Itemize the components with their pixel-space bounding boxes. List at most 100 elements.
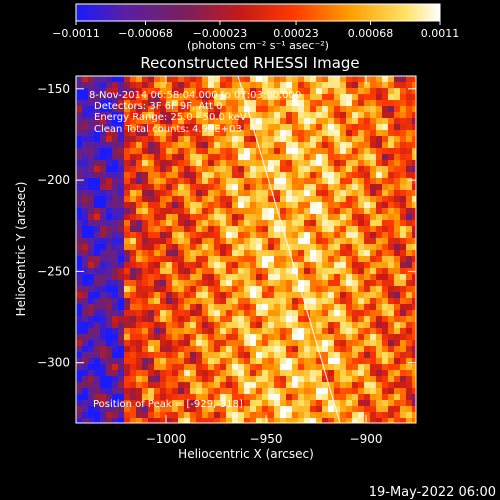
heatmap-cell xyxy=(406,256,413,263)
heatmap-cell xyxy=(166,250,173,257)
heatmap-cell xyxy=(82,94,89,101)
heatmap-cell xyxy=(340,112,347,119)
heatmap-cell xyxy=(178,154,185,161)
heatmap-cell xyxy=(154,76,161,83)
heatmap-cell xyxy=(352,406,359,413)
heatmap-cell xyxy=(184,400,191,407)
heatmap-cell xyxy=(124,286,131,293)
heatmap-cell xyxy=(358,352,365,359)
heatmap-cell xyxy=(382,202,389,209)
heatmap-cell xyxy=(214,340,221,347)
heatmap-cell xyxy=(136,154,143,161)
heatmap-cell xyxy=(154,166,161,173)
heatmap-cell xyxy=(190,94,197,101)
heatmap-cell xyxy=(292,250,299,257)
heatmap-cell xyxy=(400,124,407,131)
heatmap-cell xyxy=(292,160,299,167)
heatmap-cell xyxy=(148,310,155,317)
heatmap-cell xyxy=(184,226,191,233)
heatmap-cell xyxy=(82,178,89,185)
heatmap-cell xyxy=(394,136,401,143)
heatmap-cell xyxy=(184,406,191,413)
heatmap-cell xyxy=(406,160,413,167)
heatmap-cell xyxy=(166,214,173,221)
heatmap-cell xyxy=(370,292,377,299)
heatmap-cell xyxy=(340,262,347,269)
heatmap-cell xyxy=(172,148,179,155)
heatmap-cell xyxy=(106,382,113,389)
heatmap-cell xyxy=(88,112,95,119)
heatmap-cell xyxy=(262,238,269,245)
heatmap-cell xyxy=(322,262,329,269)
heatmap-cell xyxy=(196,166,203,173)
heatmap-cell xyxy=(184,94,191,101)
heatmap-cell xyxy=(382,322,389,329)
heatmap-cell xyxy=(370,178,377,185)
heatmap-cell xyxy=(412,232,416,239)
heatmap-cell xyxy=(88,358,95,365)
heatmap-cell xyxy=(334,334,341,341)
heatmap-cell xyxy=(298,322,305,329)
heatmap-cell xyxy=(346,400,353,407)
heatmap-cell xyxy=(226,292,233,299)
heatmap-cell xyxy=(322,346,329,353)
heatmap-cell xyxy=(364,124,371,131)
heatmap-cell xyxy=(88,334,95,341)
heatmap-cell xyxy=(316,88,323,95)
heatmap-cell xyxy=(400,310,407,317)
heatmap-cell xyxy=(196,196,203,203)
heatmap-cell xyxy=(154,316,161,323)
heatmap-cell xyxy=(400,178,407,185)
heatmap-cell xyxy=(172,226,179,233)
heatmap-cell xyxy=(268,322,275,329)
heatmap-cell xyxy=(376,226,383,233)
heatmap-cell xyxy=(304,250,311,257)
heatmap-cell xyxy=(322,142,329,149)
heatmap-cell xyxy=(298,214,305,221)
heatmap-cell xyxy=(400,226,407,233)
heatmap-cell xyxy=(184,364,191,371)
heatmap-cell xyxy=(172,340,179,347)
heatmap-cell xyxy=(166,94,173,101)
heatmap-cell xyxy=(106,214,113,221)
heatmap-cell xyxy=(154,136,161,143)
heatmap-cell xyxy=(400,136,407,143)
heatmap-cell xyxy=(304,280,311,287)
heatmap-cell xyxy=(388,202,395,209)
heatmap-cell xyxy=(160,376,167,383)
heatmap-cell xyxy=(196,112,203,119)
heatmap-cell xyxy=(376,184,383,191)
heatmap-cell xyxy=(238,112,245,119)
heatmap-cell xyxy=(88,280,95,287)
heatmap-cell xyxy=(112,364,119,371)
heatmap-cell xyxy=(112,190,119,197)
heatmap-cell xyxy=(76,388,83,395)
heatmap-cell xyxy=(286,286,293,293)
heatmap-cell xyxy=(106,406,113,413)
heatmap-cell xyxy=(310,112,317,119)
heatmap-cell xyxy=(142,184,149,191)
heatmap-cell xyxy=(232,82,239,89)
heatmap-cell xyxy=(304,244,311,251)
colorbar-tick-label: 0.00023 xyxy=(273,27,319,40)
heatmap-cell xyxy=(76,370,83,377)
heatmap-cell xyxy=(286,238,293,245)
heatmap-cell xyxy=(286,256,293,263)
heatmap-cell xyxy=(148,226,155,233)
heatmap-cell xyxy=(94,316,101,323)
heatmap-cell xyxy=(220,136,227,143)
heatmap-cell xyxy=(310,388,317,395)
heatmap-cell xyxy=(208,298,215,305)
heatmap-cell xyxy=(364,370,371,377)
heatmap-cell xyxy=(118,94,125,101)
heatmap-cell xyxy=(376,178,383,185)
heatmap-cell xyxy=(346,304,353,311)
heatmap-cell xyxy=(130,142,137,149)
heatmap-cell xyxy=(178,412,185,419)
heatmap-cell xyxy=(352,220,359,227)
heatmap-cell xyxy=(262,316,269,323)
heatmap-cell xyxy=(76,184,83,191)
heatmap-cell xyxy=(142,250,149,257)
heatmap-cell xyxy=(316,124,323,131)
heatmap-cell xyxy=(118,298,125,305)
